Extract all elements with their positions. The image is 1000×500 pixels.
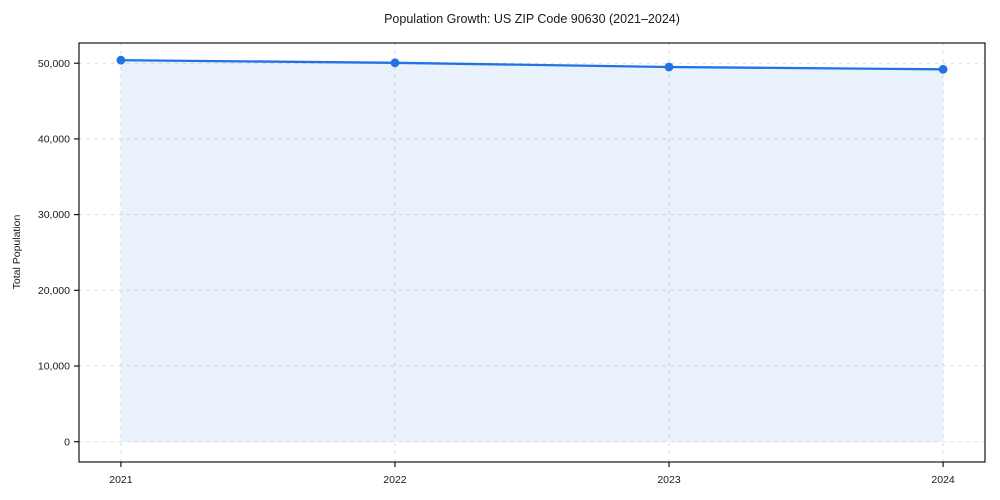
- x-tick-label: 2021: [109, 474, 133, 486]
- x-tick-label: 2022: [383, 474, 407, 486]
- plot-border: [78, 42, 986, 463]
- series-area-fill: [120, 60, 944, 442]
- y-tick-label: 40,000: [38, 134, 70, 146]
- data-point-marker: [390, 58, 400, 68]
- y-tick-label: 0: [64, 436, 70, 448]
- x-tick-label: 2024: [931, 474, 955, 486]
- y-tick-label: 50,000: [38, 58, 70, 70]
- x-tick-label: 2023: [657, 474, 681, 486]
- data-point-marker: [664, 62, 674, 72]
- y-tick-label: 30,000: [38, 209, 70, 221]
- y-tick-label: 10,000: [38, 361, 70, 373]
- data-point-marker: [116, 55, 126, 65]
- series-line: [119, 59, 945, 71]
- chart-title: Population Growth: US ZIP Code 90630 (20…: [384, 12, 680, 26]
- data-point-marker: [938, 64, 948, 74]
- y-tick-label: 20,000: [38, 285, 70, 297]
